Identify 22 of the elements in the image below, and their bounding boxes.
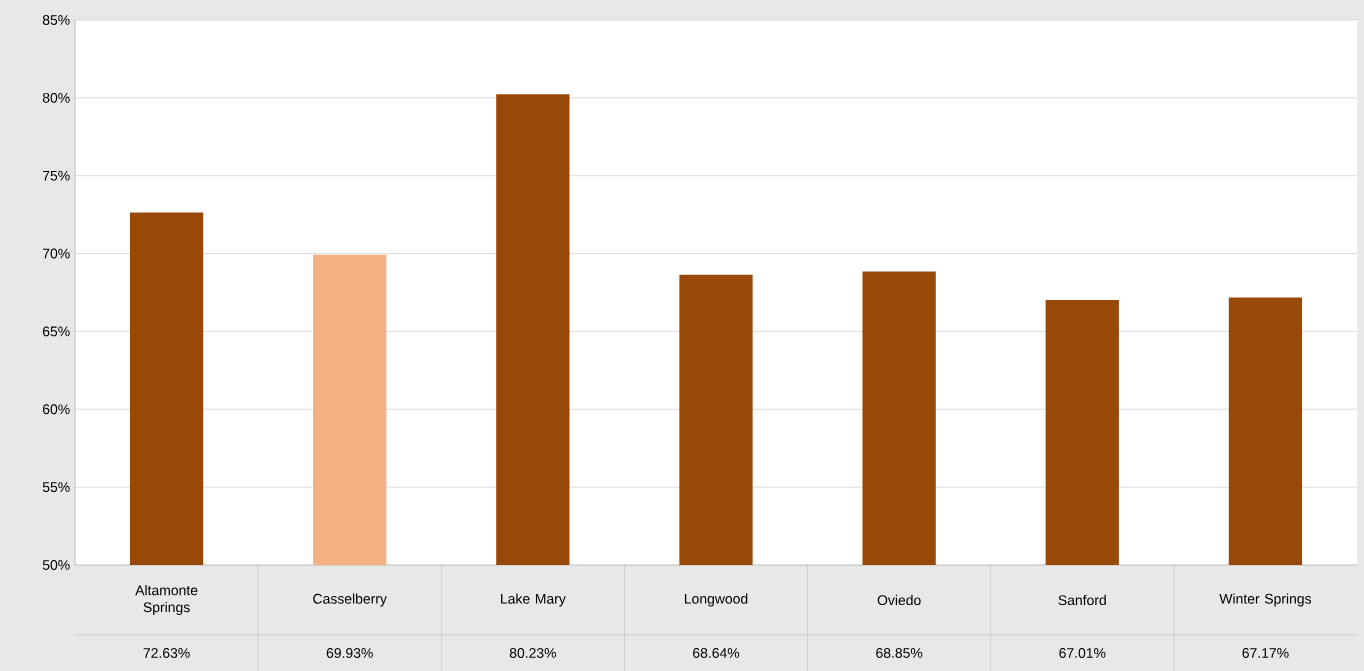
data-label: 68.85% <box>876 647 923 658</box>
y-tick-label: 55% <box>42 482 70 492</box>
y-tick-label: 70% <box>42 248 70 259</box>
y-tick-label: 75% <box>42 170 70 181</box>
y-tick-label: 60% <box>42 404 70 415</box>
data-label: 72.63% <box>143 647 190 658</box>
x-tick-label: Sanford <box>1058 594 1106 606</box>
x-tick-label: Altamonte Springs <box>135 584 198 615</box>
y-tick-label: 80% <box>42 92 70 103</box>
data-label: 69.93% <box>326 647 373 658</box>
data-label: 68.64% <box>693 647 740 658</box>
x-tick-label: Longwood <box>684 593 748 607</box>
y-tick-label: 50% <box>42 559 70 570</box>
x-tick-label: Oviedo <box>877 594 921 606</box>
y-tick-label: 65% <box>42 326 70 337</box>
y-tick-label: 85% <box>42 14 70 25</box>
x-tick-label: Casselberry <box>313 593 387 607</box>
data-label: 80.23% <box>509 647 557 658</box>
x-tick-label: Winter Springs <box>1219 593 1312 607</box>
x-tick-label: Lake Mary <box>501 593 566 607</box>
data-label: 67.01% <box>1059 647 1106 658</box>
data-label: 67.17% <box>1242 647 1289 658</box>
